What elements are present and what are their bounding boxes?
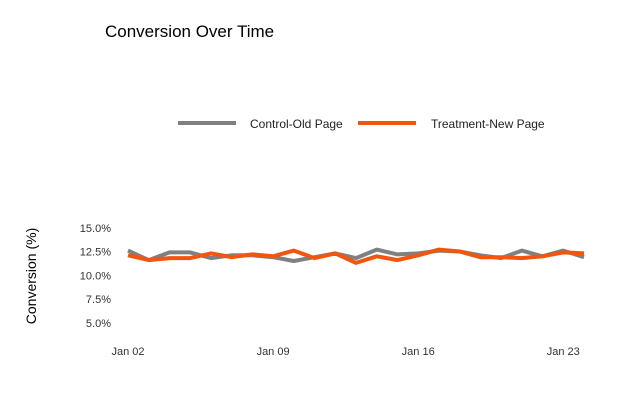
y-tick-label: 15.0% <box>80 223 111 235</box>
legend-label-treatment: Treatment-New Page <box>431 117 545 131</box>
x-tick-label: Jan 02 <box>111 346 144 358</box>
y-tick-label: 12.5% <box>80 247 111 259</box>
legend-label-control: Control-Old Page <box>250 117 343 131</box>
chart-title: Conversion Over Time <box>105 22 274 41</box>
series-line-treatment <box>127 247 585 265</box>
series-lines <box>127 247 585 265</box>
x-axis-ticks: Jan 02 Jan 09 Jan 16 Jan 23 <box>111 346 579 358</box>
x-tick-label: Jan 23 <box>547 346 580 358</box>
y-tick-label: 10.0% <box>80 270 111 282</box>
y-axis-label: Conversion (%) <box>23 228 39 324</box>
x-tick-label: Jan 16 <box>402 346 435 358</box>
x-tick-label: Jan 09 <box>257 346 290 358</box>
legend: Control-Old Page Treatment-New Page <box>178 117 545 131</box>
y-axis-ticks: 5.0% 7.5% 10.0% 12.5% 15.0% <box>80 223 111 330</box>
y-tick-label: 7.5% <box>86 294 111 306</box>
y-tick-label: 5.0% <box>86 318 111 330</box>
